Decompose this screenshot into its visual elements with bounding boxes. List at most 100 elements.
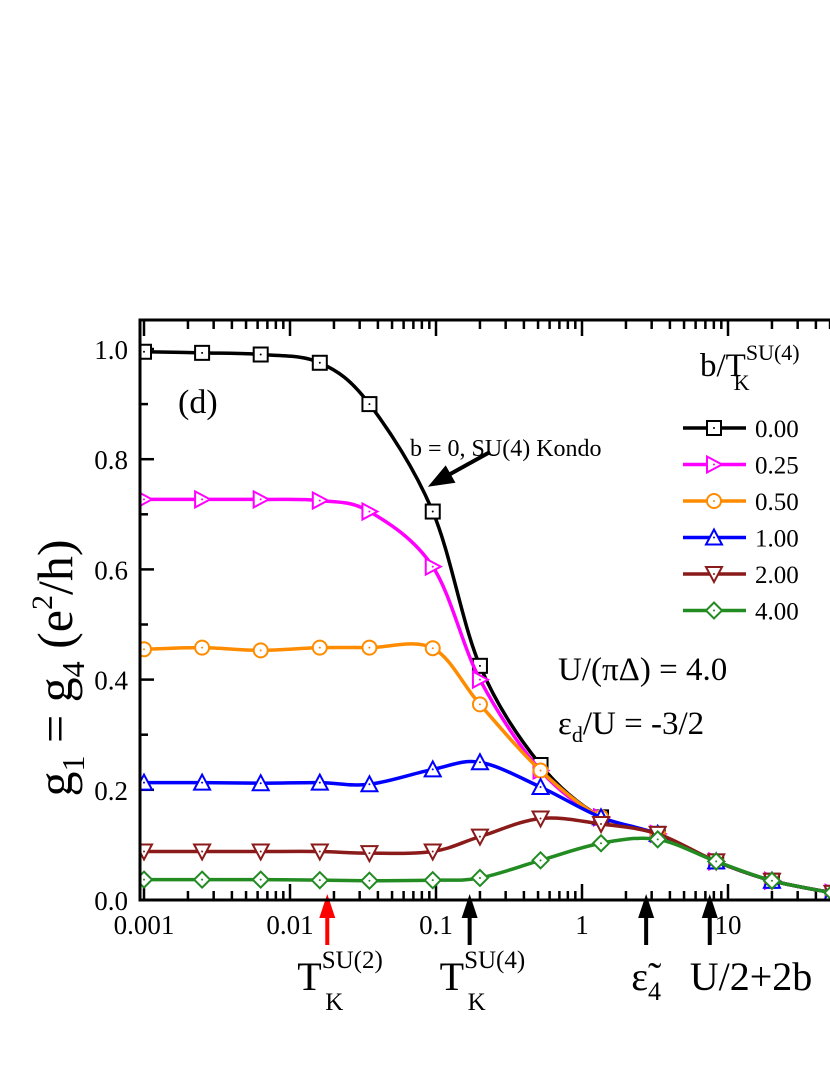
data-point-dot bbox=[431, 879, 434, 882]
data-point-dot bbox=[478, 703, 481, 706]
legend-label: 0.25 bbox=[755, 453, 799, 480]
eps-sub: d bbox=[572, 722, 583, 747]
data-point-dot bbox=[715, 860, 718, 863]
data-point-dot bbox=[259, 878, 262, 881]
legend-item: 0.00 bbox=[683, 416, 799, 443]
legend-title-sub: K bbox=[734, 370, 750, 395]
legend-title-sup: SU(4) bbox=[746, 340, 800, 365]
axis-marker-label: ε̃4 bbox=[631, 954, 662, 1006]
data-point-dot bbox=[318, 781, 321, 784]
data-point-dot bbox=[656, 838, 659, 841]
data-point-dot bbox=[201, 498, 204, 501]
y-tick-label: 0.8 bbox=[94, 445, 128, 475]
legend-title: b/TSU(4) K bbox=[700, 340, 800, 395]
legend-label: 0.00 bbox=[755, 416, 799, 443]
marker-layer: TSU(2) K TSU(4) K ε̃4 U/2+2b bbox=[297, 894, 812, 1016]
y-tick-label: 0.2 bbox=[94, 776, 128, 806]
eps-annotation: εd/U = -3/2 bbox=[558, 706, 704, 747]
data-point-dot bbox=[431, 768, 434, 771]
y-tick-label: 0.4 bbox=[94, 666, 128, 696]
data-point-dot bbox=[368, 646, 371, 649]
data-point-dot bbox=[368, 879, 371, 882]
y-axis-label: g1 = g4 (e2/h) bbox=[26, 539, 91, 796]
data-point-dot bbox=[478, 876, 481, 879]
data-point-dot bbox=[431, 565, 434, 568]
data-point-dot bbox=[478, 664, 481, 667]
x-tick-label: 0.001 bbox=[114, 910, 175, 940]
data-point-dot bbox=[368, 510, 371, 513]
ylabel-close: /h) bbox=[27, 539, 83, 595]
series-line bbox=[143, 350, 830, 895]
data-point-dot bbox=[318, 879, 321, 882]
data-point-dot bbox=[201, 878, 204, 881]
axis-marker-label: TSU(4) K bbox=[440, 947, 526, 1016]
data-point-dot bbox=[143, 878, 145, 881]
axis-marker-head bbox=[319, 894, 336, 918]
data-point-dot bbox=[318, 361, 321, 364]
data-point-dot bbox=[368, 852, 371, 855]
ylabel-g1: g bbox=[27, 772, 83, 797]
x-tick-label: 0.1 bbox=[419, 910, 453, 940]
axis-marker-head bbox=[461, 894, 478, 918]
x-tick-label: 0.01 bbox=[266, 910, 313, 940]
ylabel-sub1: 1 bbox=[55, 756, 91, 772]
ylabel-eq: = g bbox=[27, 677, 83, 755]
legend-item: 0.25 bbox=[683, 453, 799, 480]
legend-marker-dot bbox=[713, 500, 715, 502]
data-point bbox=[140, 641, 152, 658]
y-tick-label: 0.6 bbox=[94, 555, 128, 585]
legend-marker-dot bbox=[713, 609, 715, 612]
data-point-dot bbox=[318, 499, 321, 502]
data-point-dot bbox=[478, 678, 481, 681]
legend-marker-dot bbox=[713, 427, 715, 429]
legend-label: 0.50 bbox=[755, 489, 799, 516]
data-point bbox=[140, 843, 154, 862]
data-point-dot bbox=[478, 761, 481, 764]
y-tick-label: 0.0 bbox=[94, 886, 128, 916]
data-point-dot bbox=[539, 859, 542, 862]
data-point-dot bbox=[201, 351, 204, 354]
kondo-annotation: b = 0, SU(4) Kondo bbox=[410, 436, 602, 462]
data-point bbox=[140, 772, 154, 791]
series-4.00 bbox=[140, 829, 830, 900]
data-point-dot bbox=[539, 769, 542, 772]
data-point-dot bbox=[431, 647, 434, 650]
series-layer bbox=[140, 343, 830, 900]
axis-marker: TSU(2) K bbox=[297, 894, 383, 1016]
data-point bbox=[140, 343, 152, 360]
legend-marker-dot bbox=[713, 573, 715, 575]
data-point-dot bbox=[368, 783, 371, 786]
axis-marker-label: TSU(2) K bbox=[297, 947, 383, 1016]
legend-item: 0.50 bbox=[683, 489, 799, 516]
data-point-dot bbox=[259, 353, 262, 356]
data-point bbox=[140, 491, 155, 507]
data-point-dot bbox=[143, 350, 145, 353]
data-point-dot bbox=[143, 498, 145, 501]
kondo-arrow bbox=[427, 450, 491, 487]
axis-marker-label: U/2+2b bbox=[690, 954, 813, 999]
data-point-dot bbox=[201, 646, 204, 649]
data-point-dot bbox=[259, 850, 262, 853]
data-point-dot bbox=[201, 781, 204, 784]
data-point-dot bbox=[318, 850, 321, 853]
panel-label: (d) bbox=[178, 384, 218, 421]
legend-label: 2.00 bbox=[755, 562, 799, 589]
legend-item: 4.00 bbox=[683, 599, 799, 626]
eps-rest: /U = -3/2 bbox=[583, 706, 704, 742]
data-point-dot bbox=[539, 817, 542, 820]
series-line bbox=[143, 759, 830, 895]
data-point-dot bbox=[143, 850, 145, 853]
axis-marker-head bbox=[701, 894, 718, 918]
data-point-dot bbox=[431, 510, 434, 513]
data-point-dot bbox=[259, 649, 262, 652]
series-2.00 bbox=[140, 810, 830, 899]
x-tick-label: 10 bbox=[715, 910, 742, 940]
legend-label: 1.00 bbox=[755, 526, 799, 553]
data-point-dot bbox=[368, 403, 371, 406]
eps-main: ε bbox=[558, 706, 572, 742]
data-point-dot bbox=[201, 850, 204, 853]
data-point-dot bbox=[431, 850, 434, 853]
legend: 0.00 0.25 0.50 1.00 2.00 4.00 bbox=[683, 416, 799, 626]
axes-layer: 0.001 0.01 0.1 1 10 0.0 0.2 0.4 0.6 0.8 1.0 bbox=[94, 320, 830, 940]
